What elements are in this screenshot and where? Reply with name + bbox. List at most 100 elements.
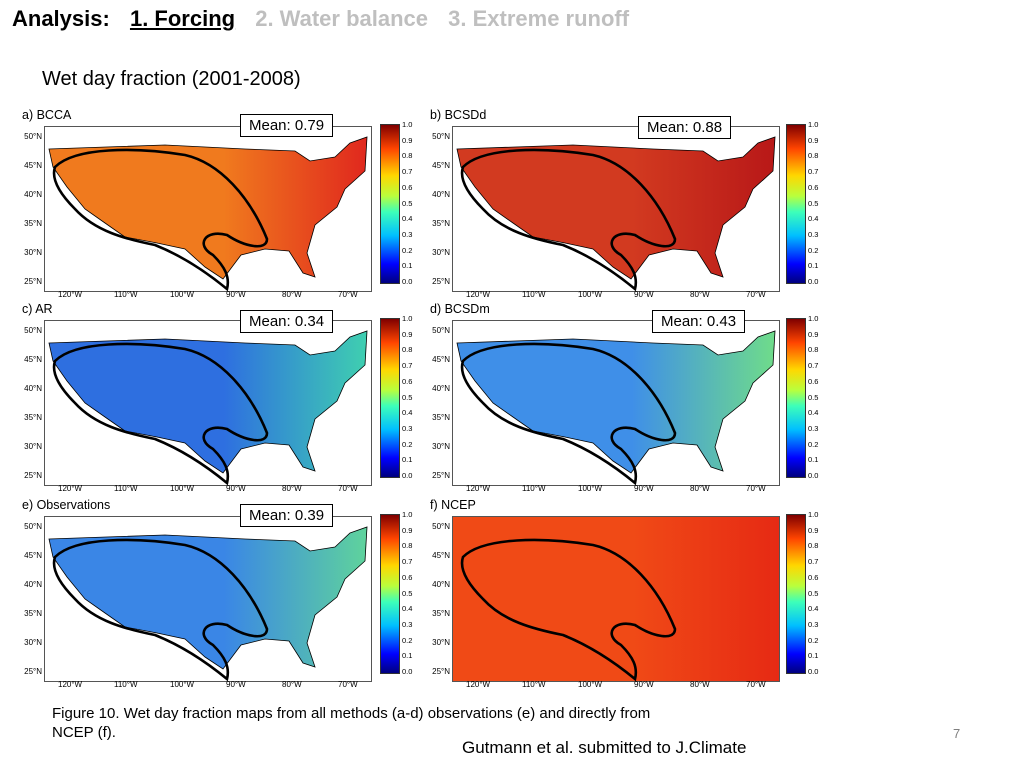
panel-label: f) NCEP bbox=[430, 498, 476, 512]
citation: Gutmann et al. submitted to J.Climate bbox=[462, 738, 747, 757]
lon-tick-label: 80°W bbox=[690, 484, 710, 493]
mean-value-box: Mean: 0.34 bbox=[240, 310, 334, 333]
header-analysis: Analysis: bbox=[12, 6, 110, 31]
colorbar-tick-label: 0.7 bbox=[808, 167, 819, 177]
lon-tick-label: 80°W bbox=[282, 680, 302, 689]
colorbar-tick-label: 1.0 bbox=[808, 510, 819, 519]
colorbar-tick-label: 0.5 bbox=[808, 392, 819, 402]
colorbar-tick-label: 0.3 bbox=[402, 423, 413, 433]
map-panel: a) BCCA 50°N 45°N 40°N 35°N 30°N 25°N 120°W 110°… bbox=[22, 108, 392, 302]
panel-label: a) BCCA bbox=[22, 108, 72, 122]
colorbar-tick-label: 0.4 bbox=[808, 408, 819, 418]
colorbar-tick-label: 0.7 bbox=[402, 361, 413, 371]
panel-label: d) BCSDm bbox=[430, 302, 490, 316]
colorbar bbox=[786, 514, 806, 674]
map-panel: f) NCEP 50°N 45°N 40°N 35°N 30°N 25°N 120°W 110°… bbox=[430, 498, 800, 692]
lon-tick-label: 120°W bbox=[58, 680, 83, 689]
colorbar-tick-label: 0.2 bbox=[808, 245, 819, 255]
lon-tick-label: 90°W bbox=[634, 484, 654, 493]
lon-tick-label: 110°W bbox=[522, 484, 546, 493]
colorbar-tick-label: 0.5 bbox=[402, 588, 413, 598]
colorbar-tick-label: 1.0 bbox=[402, 510, 413, 519]
lat-tick-label: 45°N bbox=[432, 161, 450, 170]
colorbar-tick-label: 0.3 bbox=[808, 619, 819, 629]
lat-tick-label: 40°N bbox=[24, 580, 42, 589]
colorbar-tick-label: 0.7 bbox=[808, 557, 819, 567]
colorbar-tick-label: 0.7 bbox=[402, 167, 413, 177]
colorbar-tick-label: 0.8 bbox=[808, 151, 819, 161]
lon-tick-label: 80°W bbox=[282, 290, 302, 299]
lon-tick-label: 70°W bbox=[746, 290, 766, 299]
lon-tick-label: 100°W bbox=[578, 680, 603, 689]
colorbar-tick-label: 0.6 bbox=[808, 182, 819, 192]
us-map bbox=[48, 136, 368, 291]
map-panel: d) BCSDm 50°N 45°N 40°N 35°N 30°N 25°N 120°W 110… bbox=[430, 302, 800, 496]
lon-tick-label: 120°W bbox=[466, 484, 491, 493]
slide-subtitle: Wet day fraction (2001-2008) bbox=[42, 68, 301, 90]
lat-tick-label: 50°N bbox=[432, 522, 450, 531]
lat-tick-label: 25°N bbox=[24, 277, 42, 286]
colorbar-tick-label: 0.7 bbox=[808, 361, 819, 371]
colorbar-tick-label: 0.8 bbox=[808, 541, 819, 551]
lat-tick-label: 30°N bbox=[432, 638, 450, 647]
lat-tick-label: 35°N bbox=[24, 609, 42, 618]
us-map bbox=[456, 136, 776, 291]
lat-tick-label: 45°N bbox=[24, 551, 42, 560]
header-forcing: 1. Forcing bbox=[129, 6, 236, 31]
colorbar-tick-label: 0.2 bbox=[808, 439, 819, 449]
colorbar-tick-label: 0.2 bbox=[402, 635, 413, 645]
lat-tick-label: 50°N bbox=[24, 326, 42, 335]
lat-tick-label: 25°N bbox=[432, 277, 450, 286]
lat-tick-label: 30°N bbox=[24, 248, 42, 257]
colorbar-tick-label: 0.6 bbox=[808, 572, 819, 582]
colorbar-tick-label: 0.1 bbox=[808, 455, 819, 465]
lat-tick-label: 40°N bbox=[24, 384, 42, 393]
colorbar bbox=[380, 318, 400, 478]
lat-tick-label: 45°N bbox=[24, 161, 42, 170]
map-panel: b) BCSDd 50°N 45°N 40°N 35°N 30°N 25°N 120°W 110… bbox=[430, 108, 800, 302]
colorbar-tick-label: 1.0 bbox=[402, 120, 413, 129]
lon-tick-label: 120°W bbox=[466, 680, 491, 689]
colorbar-tick-label: 1.0 bbox=[402, 314, 413, 323]
colorbar-tick-label: 0.3 bbox=[402, 229, 413, 239]
lon-tick-label: 110°W bbox=[522, 680, 546, 689]
colorbar-tick-label: 0.6 bbox=[808, 376, 819, 386]
us-map bbox=[456, 330, 776, 485]
colorbar bbox=[786, 124, 806, 284]
colorbar-tick-label: 0.4 bbox=[808, 214, 819, 224]
lon-tick-label: 110°W bbox=[114, 484, 138, 493]
us-map bbox=[48, 330, 368, 485]
lat-tick-label: 40°N bbox=[432, 190, 450, 199]
colorbar bbox=[380, 124, 400, 284]
colorbar-tick-label: 0.9 bbox=[808, 135, 819, 145]
map-panel: c) AR 50°N 45°N 40°N 35°N 30°N 25°N 120°W 110°W 1… bbox=[22, 302, 392, 496]
lon-tick-label: 100°W bbox=[170, 484, 195, 493]
colorbar-tick-label: 0.8 bbox=[808, 345, 819, 355]
mean-value-box: Mean: 0.79 bbox=[240, 114, 334, 137]
slide-header: Analysis: 1. Forcing 2. Water balance 3.… bbox=[12, 6, 643, 32]
lon-tick-label: 110°W bbox=[114, 290, 138, 299]
lon-tick-label: 90°W bbox=[634, 680, 654, 689]
colorbar-tick-label: 0.6 bbox=[402, 376, 413, 386]
lat-tick-label: 50°N bbox=[24, 522, 42, 531]
lat-tick-label: 30°N bbox=[24, 442, 42, 451]
colorbar-tick-label: 0.9 bbox=[402, 525, 413, 535]
colorbar-tick-label: 0.5 bbox=[402, 392, 413, 402]
colorbar bbox=[380, 514, 400, 674]
colorbar-tick-label: 0.4 bbox=[402, 214, 413, 224]
colorbar-tick-label: 0.9 bbox=[402, 329, 413, 339]
colorbar-tick-label: 0.5 bbox=[808, 588, 819, 598]
lon-tick-label: 70°W bbox=[746, 484, 766, 493]
lat-tick-label: 25°N bbox=[24, 471, 42, 480]
lon-tick-label: 100°W bbox=[170, 290, 195, 299]
colorbar-tick-label: 0.1 bbox=[808, 261, 819, 271]
colorbar-tick-label: 0.2 bbox=[808, 635, 819, 645]
map-panel: e) Observations 50°N 45°N 40°N 35°N 30°N 25°N 1… bbox=[22, 498, 392, 692]
colorbar-tick-label: 0.3 bbox=[808, 229, 819, 239]
colorbar-tick-label: 0.7 bbox=[402, 557, 413, 567]
lon-tick-label: 90°W bbox=[226, 680, 246, 689]
header-extreme-runoff: 3. Extreme runoff bbox=[448, 6, 630, 31]
lon-tick-label: 80°W bbox=[690, 680, 710, 689]
colorbar-tick-label: 0.2 bbox=[402, 245, 413, 255]
colorbar-tick-label: 0.0 bbox=[402, 667, 413, 676]
